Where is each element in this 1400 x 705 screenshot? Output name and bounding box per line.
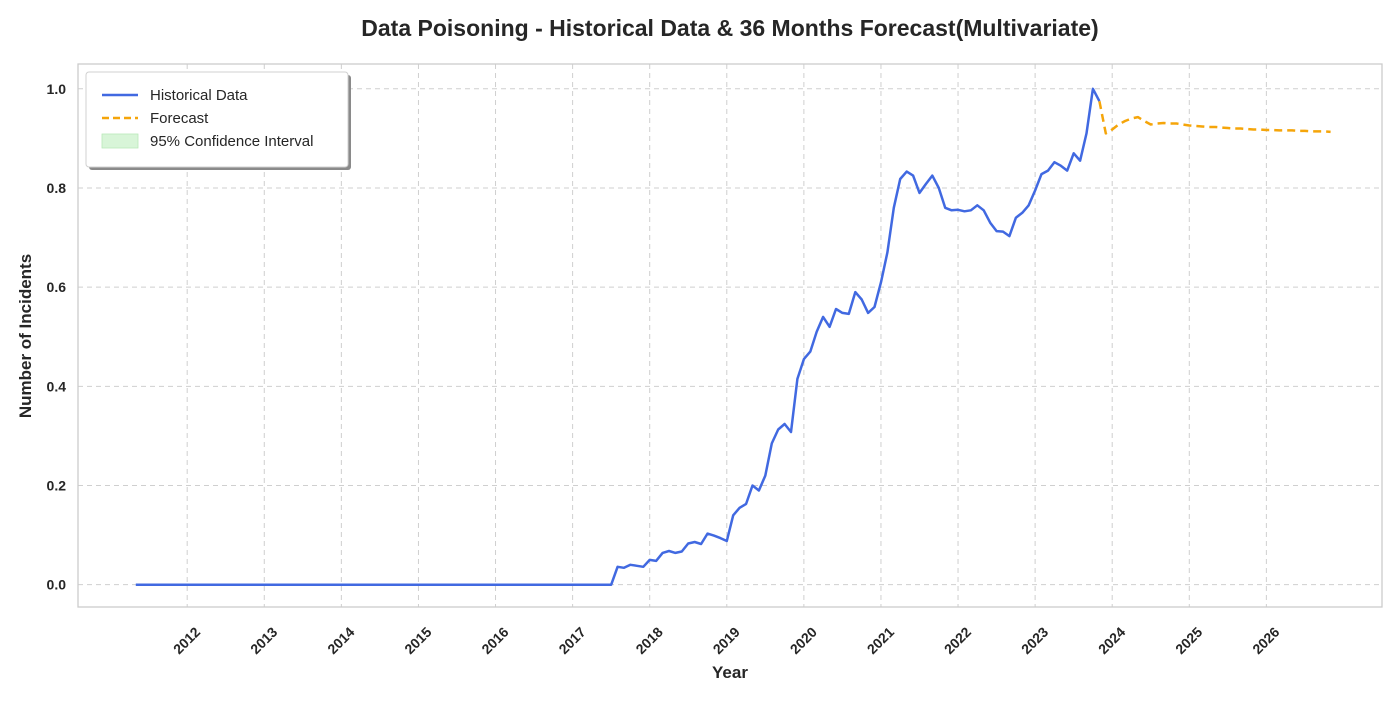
chart-title: Data Poisoning - Historical Data & 36 Mo… [361, 15, 1098, 41]
y-tick-label: 0.0 [47, 577, 67, 593]
series-layer [135, 87, 1331, 586]
plot-area-frame [77, 63, 1383, 608]
legend-forecast-label: Forecast [150, 110, 209, 127]
grid-layer [78, 64, 1382, 607]
legend-box [85, 71, 349, 168]
y-tick-label: 0.2 [47, 478, 67, 494]
legend: Historical Data Forecast 95% Confidence … [85, 71, 351, 170]
legend-confidence-label: 95% Confidence Interval [150, 133, 313, 150]
historical-data-line [135, 87, 1101, 586]
y-tick-label: 0.4 [47, 378, 67, 394]
y-tick-label: 0.8 [47, 180, 67, 196]
legend-historical-label: Historical Data [150, 87, 248, 104]
x-axis-label: Year [712, 663, 748, 682]
y-tick-label: 0.6 [47, 279, 67, 295]
y-axis-label: Number of Incidents [16, 254, 35, 418]
forecast-line [1098, 100, 1331, 135]
legend-confidence-swatch [101, 133, 139, 149]
y-tick-label: 1.0 [47, 81, 67, 97]
